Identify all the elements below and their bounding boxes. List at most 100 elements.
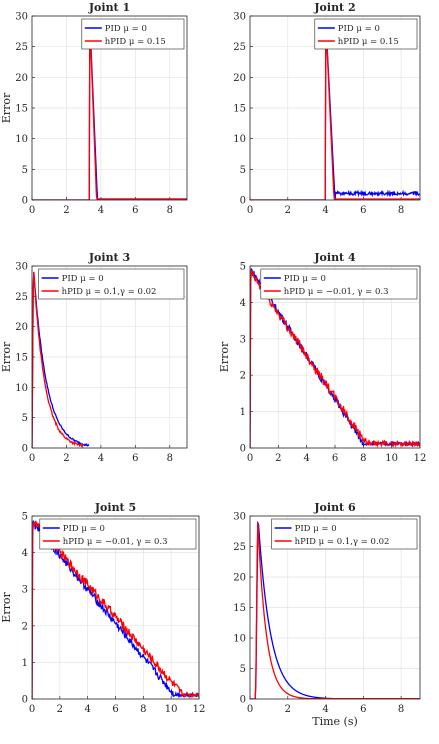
- x-tick-label: 0: [29, 704, 35, 715]
- y-tick-label: 10: [15, 134, 28, 145]
- legend: PID μ = 0 hPID μ = 0.15: [314, 18, 418, 50]
- y-tick-label: 20: [233, 73, 246, 84]
- x-tick-label: 2: [285, 205, 291, 216]
- y-tick-label: 20: [15, 322, 28, 333]
- y-tick-label: 5: [22, 165, 28, 176]
- x-tick-label: 0: [247, 453, 253, 464]
- x-tick-label: 4: [98, 205, 104, 216]
- y-tick-label: 2: [240, 371, 246, 382]
- x-tick-label: 8: [360, 453, 366, 464]
- x-tick-label: 4: [98, 453, 104, 464]
- y-tick-label: 20: [233, 573, 246, 584]
- y-tick-label: 25: [233, 42, 246, 53]
- x-tick-label: 8: [167, 205, 173, 216]
- chart-title: Joint 2: [313, 1, 355, 14]
- x-tick-label: 6: [360, 205, 366, 216]
- y-tick-label: 30: [15, 12, 28, 23]
- y-tick-label: 10: [15, 383, 28, 394]
- x-tick-label: 8: [398, 704, 404, 715]
- chart-title: Joint 5: [94, 501, 136, 514]
- legend: PID μ = 0 hPID μ = 0.1,γ = 0.02: [38, 268, 185, 300]
- axes-box: [31, 15, 188, 201]
- x-tick-label: 2: [63, 453, 69, 464]
- series-line-2: [32, 272, 84, 448]
- x-tick-label: 4: [303, 453, 309, 464]
- series-line-1: [250, 267, 420, 448]
- chart-panel-1: 0 2 4 6 8 0 5 10 15 20 25 30 Joint 1 Error PID μ = 0 hP…: [0, 1, 188, 216]
- y-tick-label: 0: [22, 444, 28, 455]
- axes-box: [249, 515, 421, 700]
- axes-box: [249, 265, 421, 449]
- chart-title: Joint 6: [313, 501, 356, 514]
- x-tick-label: 0: [247, 704, 253, 715]
- x-tick-label: 4: [322, 704, 328, 715]
- x-tick-label: 6: [132, 205, 138, 216]
- x-tick-label: 4: [84, 704, 90, 715]
- series-line-2: [250, 22, 420, 200]
- x-axis-label: Time (s): [312, 715, 358, 728]
- legend-entry: PID μ = 0: [63, 524, 105, 534]
- y-tick-label: 3: [240, 334, 246, 345]
- series-line-2: [32, 19, 187, 200]
- x-tick-label: 0: [29, 205, 35, 216]
- x-tick-label: 0: [247, 205, 253, 216]
- legend-box: [38, 268, 185, 300]
- y-tick-label: 30: [233, 512, 246, 523]
- y-tick-label: 0: [22, 196, 28, 207]
- series-line-1: [32, 271, 90, 448]
- legend: PID μ = 0 hPID μ = 0.1,γ = 0.02: [271, 518, 418, 550]
- legend-entry: hPID μ = 0.1,γ = 0.02: [62, 287, 157, 297]
- y-axis-label: Error: [0, 92, 13, 123]
- x-tick-label: 2: [285, 704, 291, 715]
- x-tick-label: 2: [275, 453, 281, 464]
- chart-panel-6: 0 2 4 6 8 0 5 10 15 20 25 30 Joint 6 Time (s) PID μ = …: [233, 501, 421, 728]
- chart-panel-2: 0 2 4 6 8 0 5 10 15 20 25 30 Joint 2 PID μ = 0 hPID μ …: [233, 1, 421, 216]
- x-tick-label: 6: [360, 704, 366, 715]
- legend: PID μ = 0 hPID μ = −0.01, γ = 0.3: [39, 518, 197, 550]
- legend-entry: PID μ = 0: [295, 524, 337, 534]
- x-tick-label: 2: [63, 205, 69, 216]
- legend-entry: hPID μ = −0.01, γ = 0.3: [63, 537, 168, 547]
- y-tick-label: 5: [240, 664, 246, 675]
- y-tick-label: 5: [22, 413, 28, 424]
- y-tick-label: 5: [240, 262, 246, 273]
- y-tick-label: 30: [15, 262, 28, 273]
- legend-box: [260, 268, 418, 300]
- y-tick-label: 15: [15, 353, 28, 364]
- y-tick-label: 0: [22, 695, 28, 706]
- series-line-2: [32, 520, 199, 699]
- x-tick-label: 12: [193, 704, 206, 715]
- y-tick-label: 0: [240, 695, 246, 706]
- y-tick-label: 10: [233, 134, 246, 145]
- legend: PID μ = 0 hPID μ = −0.01, γ = 0.3: [260, 268, 418, 300]
- series-line-1: [32, 520, 199, 699]
- y-tick-label: 4: [240, 298, 246, 309]
- x-tick-label: 8: [140, 704, 146, 715]
- y-tick-label: 20: [15, 73, 28, 84]
- legend-entry: hPID μ = −0.01, γ = 0.3: [284, 287, 389, 297]
- legend-entry: hPID μ = 0.15: [105, 37, 166, 47]
- x-tick-label: 6: [132, 453, 138, 464]
- legend-entry: hPID μ = 0.15: [338, 37, 399, 47]
- y-tick-label: 0: [240, 444, 246, 455]
- legend-box: [314, 18, 418, 50]
- legend: PID μ = 0 hPID μ = 0.15: [81, 18, 185, 50]
- y-tick-label: 25: [15, 42, 28, 53]
- legend-entry: PID μ = 0: [284, 274, 326, 284]
- y-tick-label: 10: [233, 634, 246, 645]
- y-tick-label: 30: [233, 12, 246, 23]
- chart-title: Joint 3: [88, 251, 130, 264]
- y-tick-label: 15: [233, 603, 246, 614]
- y-tick-label: 25: [233, 542, 246, 553]
- y-tick-label: 1: [240, 407, 246, 418]
- x-tick-label: 0: [29, 453, 35, 464]
- axes-box: [249, 15, 421, 201]
- chart-title: Joint 4: [313, 251, 356, 264]
- y-axis-label: Error: [0, 341, 13, 372]
- series-line-1: [250, 21, 420, 200]
- chart-panel-3: 0 2 4 6 8 0 5 10 15 20 25 30 Joint 3 Error PID μ = 0 hP…: [0, 251, 188, 464]
- x-tick-label: 8: [398, 205, 404, 216]
